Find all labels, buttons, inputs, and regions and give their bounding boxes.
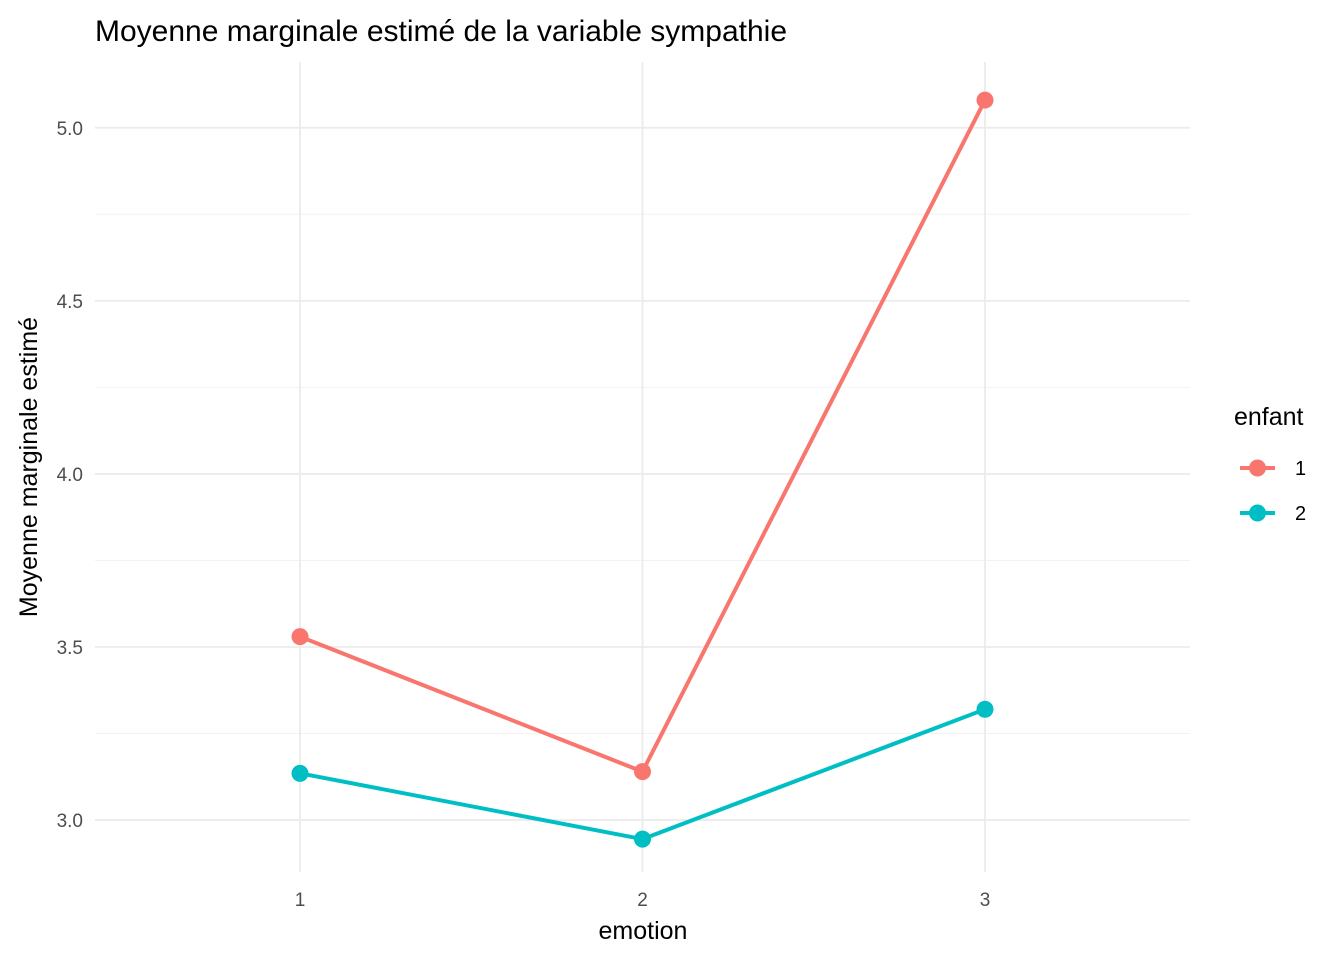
data-point xyxy=(976,91,994,109)
series-group xyxy=(291,91,994,848)
data-point xyxy=(634,830,651,848)
legend-label: 1 xyxy=(1295,458,1306,480)
y-tick-label: 3.5 xyxy=(57,638,83,659)
y-tick-label: 5.0 xyxy=(57,119,83,140)
data-point xyxy=(634,763,651,781)
legend-label: 2 xyxy=(1295,503,1306,525)
x-tick-label: 3 xyxy=(980,890,991,911)
x-tick-label: 1 xyxy=(295,890,306,911)
x-tick-labels: 1 2 3 xyxy=(295,890,991,911)
y-tick-label: 3.0 xyxy=(57,811,83,832)
y-axis-title: Moyenne marginale estimé xyxy=(15,317,43,617)
legend: enfant 1 2 xyxy=(1234,403,1306,525)
x-axis-title: emotion xyxy=(599,917,688,945)
gridlines xyxy=(95,62,1190,872)
legend-title: enfant xyxy=(1234,403,1304,431)
x-tick-label: 2 xyxy=(637,890,648,911)
chart-title: Moyenne marginale estimé de la variable … xyxy=(95,15,787,48)
y-tick-label: 4.0 xyxy=(57,465,83,486)
data-point xyxy=(976,700,994,718)
data-point xyxy=(291,764,309,782)
legend-key-point xyxy=(1249,459,1266,477)
y-tick-label: 4.5 xyxy=(57,292,83,313)
legend-key-point xyxy=(1249,504,1266,522)
y-tick-labels: 3.0 3.5 4.0 4.5 5.0 xyxy=(57,119,83,832)
data-point xyxy=(291,628,309,646)
